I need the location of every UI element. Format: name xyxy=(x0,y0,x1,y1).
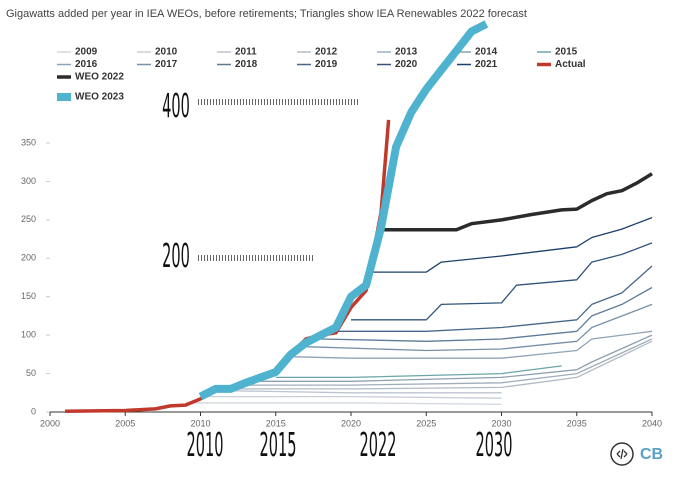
series-line xyxy=(351,242,653,321)
series-line xyxy=(260,334,653,382)
y-tick-label: 300 xyxy=(21,176,36,186)
overlay-label: 400 xyxy=(162,88,190,126)
logo: CB xyxy=(610,442,663,466)
legend-label: 2015 xyxy=(555,47,578,58)
series-line xyxy=(198,20,489,401)
overlay-label: 2022 xyxy=(360,427,397,465)
series-line xyxy=(320,286,653,342)
series-line xyxy=(230,340,653,390)
legend-label: 2020 xyxy=(395,59,418,70)
series-line xyxy=(381,172,653,232)
overlay-label: 2010 xyxy=(187,427,224,465)
y-tick-label: 100 xyxy=(21,330,36,340)
overlay-label: 200 xyxy=(162,238,190,276)
x-tick-label: 2025 xyxy=(416,418,436,428)
legend-label: WEO 2022 xyxy=(75,72,124,83)
legend-label: 2014 xyxy=(475,47,498,58)
legend-label: 2011 xyxy=(235,47,257,58)
legend-label: WEO 2023 xyxy=(75,92,124,103)
series-line xyxy=(64,119,391,413)
series-line xyxy=(215,389,502,394)
legend-label: 2012 xyxy=(315,47,338,58)
legend-label: 2018 xyxy=(235,59,258,70)
y-tick-label: 0 xyxy=(31,406,36,416)
series-line xyxy=(305,303,653,352)
series-line xyxy=(200,395,502,399)
chart-title: Gigawatts added per year in IEA WEOs, be… xyxy=(6,8,527,20)
x-tick-label: 2005 xyxy=(115,418,135,428)
x-tick-label: 2020 xyxy=(341,418,361,428)
legend-label: Actual xyxy=(555,59,586,70)
legend-label: 2013 xyxy=(395,47,418,58)
y-tick-label: 250 xyxy=(21,214,36,224)
y-tick-label: 200 xyxy=(21,253,36,263)
series-line xyxy=(185,402,502,405)
logo-text: CB xyxy=(640,446,663,463)
x-tick-label: 2010 xyxy=(190,418,210,428)
x-tick-label: 2015 xyxy=(266,418,286,428)
legend-label: 2016 xyxy=(75,59,98,70)
legend-label: 2010 xyxy=(155,47,178,58)
logo-icon xyxy=(610,442,634,466)
series-line xyxy=(290,330,653,359)
x-tick-label: 2040 xyxy=(642,418,662,428)
x-tick-label: 2035 xyxy=(567,418,587,428)
series-line xyxy=(366,216,653,273)
y-tick-label: 350 xyxy=(21,137,36,147)
x-tick-label: 2000 xyxy=(40,418,60,428)
overlay-label: 2015 xyxy=(260,427,297,465)
decorative-hatching xyxy=(198,99,360,261)
legend-label: 2017 xyxy=(155,59,178,70)
legend-label: 2021 xyxy=(475,59,498,70)
series-line xyxy=(245,338,653,386)
logo-icon-glyph xyxy=(616,448,628,460)
legend-label: 2019 xyxy=(315,59,338,70)
legend-label: 2009 xyxy=(75,47,98,58)
y-tick-label: 150 xyxy=(21,291,36,301)
y-tick-label: 50 xyxy=(26,368,36,378)
x-tick-label: 2030 xyxy=(491,418,511,428)
overlay-label: 2030 xyxy=(476,427,513,465)
series-line xyxy=(275,365,562,379)
series-line xyxy=(335,265,653,332)
